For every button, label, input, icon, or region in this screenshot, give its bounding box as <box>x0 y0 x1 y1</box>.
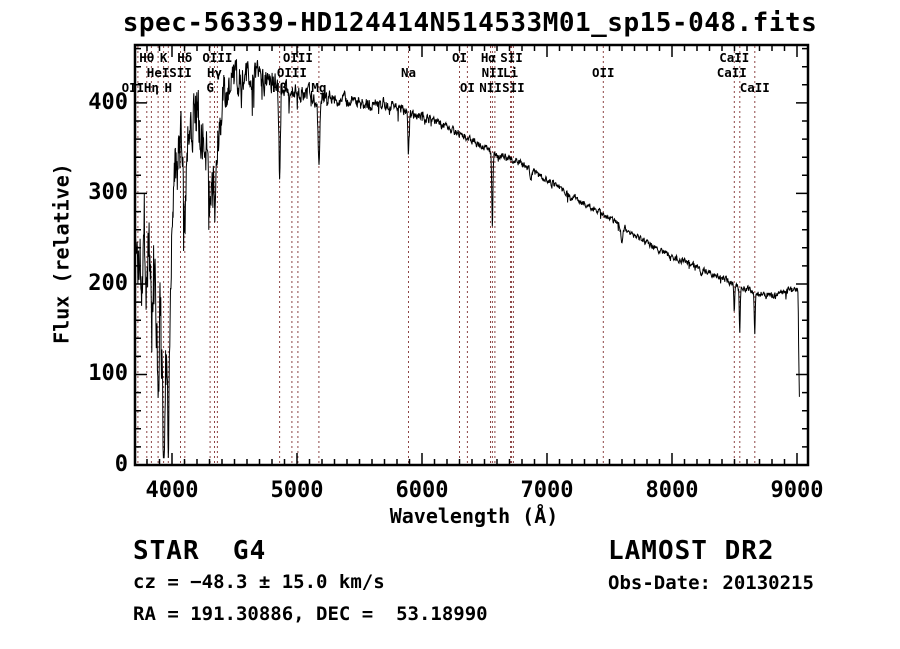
y-tick-label: 400 <box>88 89 128 115</box>
x-axis-title: Wavelength (Å) <box>389 504 559 528</box>
coordinates-text: RA = 191.30886, DEC = 53.18990 <box>133 603 488 625</box>
spectral-line-label: Hγ <box>207 65 223 80</box>
plot-frame <box>133 43 810 467</box>
spectral-line-label: Hθ <box>139 50 154 65</box>
spectral-line-label: Hα <box>481 50 497 65</box>
spectral-line-label: G <box>206 80 214 95</box>
spectrum-trace <box>134 59 800 459</box>
y-tick-label: 200 <box>88 270 128 296</box>
spectral-line-label: OIII <box>283 50 313 65</box>
plot-title: spec-56339-HD124414N514533M01_sp15-048.f… <box>122 8 818 38</box>
spectral-line-label: Na <box>401 65 416 80</box>
spectral-line-label: OII <box>592 65 615 80</box>
spectral-line-markers <box>137 46 756 464</box>
spectral-line-label: Hδ <box>177 50 192 65</box>
spectral-line-label: OI <box>460 80 475 95</box>
spectral-line-label: OIII <box>202 50 232 65</box>
spectral-line-label: HeI <box>147 65 170 80</box>
spectral-line-label: Mg <box>311 80 326 95</box>
x-tick-label: 7000 <box>520 478 574 503</box>
spectral-line-label: CaII <box>717 65 747 80</box>
obs-date-text: Obs-Date: 20130215 <box>608 572 814 594</box>
x-tick-label: 8000 <box>645 478 699 503</box>
y-tick-label: 100 <box>88 361 128 387</box>
redshift-text: cz = −48.3 ± 15.0 km/s <box>133 571 385 593</box>
spectral-line-label: OIII <box>277 65 307 80</box>
spectral-line-label: OI <box>452 50 467 65</box>
spectral-line-label: Hη <box>144 80 159 95</box>
y-tick-label: 0 <box>114 452 128 477</box>
spectral-line-label: SII <box>500 50 523 65</box>
axis-ticks <box>135 45 808 466</box>
spectral-line-label: SII <box>502 80 525 95</box>
spectral-line-label: CaII <box>740 80 770 95</box>
y-tick-label: 300 <box>88 180 128 206</box>
spectral-line-label: NII <box>479 80 502 95</box>
x-tick-label: 9000 <box>770 478 824 503</box>
spectral-line-label: NII <box>482 65 505 80</box>
survey-text: LAMOST DR2 <box>608 536 775 566</box>
x-tick-label: 4000 <box>145 478 199 503</box>
x-tick-label: 5000 <box>270 478 324 503</box>
spectral-line-label: SII <box>169 65 192 80</box>
spectral-line-label: Li <box>503 65 519 80</box>
spectral-line-label: CaII <box>719 50 749 65</box>
classification-text: STAR G4 <box>133 536 267 566</box>
spectral-line-label: K <box>160 50 168 65</box>
x-tick-label: 6000 <box>395 478 449 503</box>
spectral-line-label: OII <box>122 80 145 95</box>
spectral-line-label: H <box>165 80 173 95</box>
